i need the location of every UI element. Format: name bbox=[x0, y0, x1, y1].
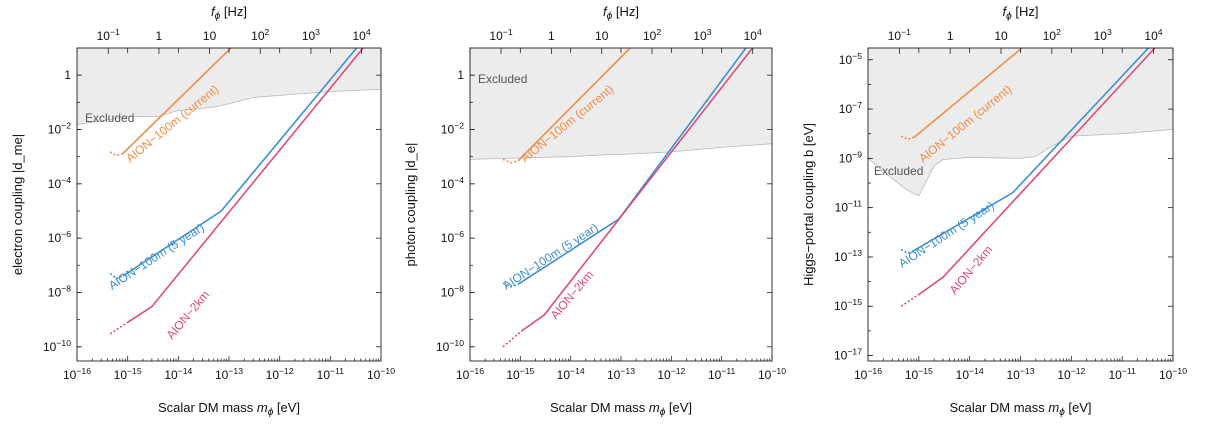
series-line-dotted bbox=[110, 152, 123, 156]
x-tick-label: 10−15 bbox=[114, 366, 142, 382]
y-axis-label: photon coupling |d_e| bbox=[403, 143, 418, 267]
y-tick-label: 10−9 bbox=[839, 149, 862, 165]
series-line-dotted bbox=[901, 295, 919, 307]
y-tick-label: 10−5 bbox=[839, 51, 862, 67]
y-tick-label: 1 bbox=[64, 68, 71, 82]
excluded-label: Excluded bbox=[874, 164, 923, 178]
top-tick-label: 1 bbox=[947, 29, 954, 43]
top-tick-label: 10−1 bbox=[489, 27, 512, 43]
y-tick-label: 10−11 bbox=[835, 199, 863, 215]
top-tick-label: 102 bbox=[643, 27, 661, 43]
x-tick-label: 10−11 bbox=[317, 366, 345, 382]
x-tick-label: 10−11 bbox=[1108, 366, 1136, 382]
x-tick-label: 10−15 bbox=[905, 366, 933, 382]
top-tick-label: 103 bbox=[1094, 27, 1112, 43]
top-tick-label: 10−1 bbox=[97, 27, 120, 43]
x-tick-label: 10−13 bbox=[215, 366, 243, 382]
x-tick-label: 10−10 bbox=[1159, 366, 1187, 382]
top-axis-label: fϕ [Hz] bbox=[603, 4, 639, 22]
top-tick-label: 102 bbox=[251, 27, 269, 43]
series-label: AION−2km bbox=[548, 268, 597, 322]
series-label: AION−2km bbox=[164, 288, 213, 342]
y-tick-label: 10−10 bbox=[43, 338, 71, 354]
x-axis-label: Scalar DM mass mϕ [eV] bbox=[550, 400, 692, 418]
excluded-label: Excluded bbox=[85, 111, 134, 125]
y-tick-label: 10−2 bbox=[48, 120, 71, 136]
x-tick-label: 10−12 bbox=[1057, 366, 1085, 382]
top-tick-label: 104 bbox=[352, 27, 370, 43]
top-tick-label: 104 bbox=[744, 27, 762, 43]
y-tick-label: 10−10 bbox=[436, 338, 464, 354]
x-axis-label: Scalar DM mass mϕ [eV] bbox=[949, 400, 1091, 418]
x-tick-label: 10−11 bbox=[708, 366, 736, 382]
y-tick-label: 10−8 bbox=[48, 283, 71, 299]
series-label: AION−2km bbox=[947, 243, 996, 297]
top-tick-label: 10 bbox=[994, 29, 1008, 43]
top-tick-label: 10 bbox=[595, 29, 609, 43]
x-tick-label: 10−13 bbox=[1007, 366, 1035, 382]
y-tick-label: 10−17 bbox=[834, 347, 862, 363]
x-tick-label: 10−15 bbox=[506, 366, 534, 382]
top-tick-label: 102 bbox=[1043, 27, 1061, 43]
top-tick-label: 1 bbox=[548, 29, 555, 43]
x-tick-label: 10−12 bbox=[657, 366, 685, 382]
x-tick-label: 10−14 bbox=[164, 366, 192, 382]
y-axis-label: Higgs−portal coupling b [eV] bbox=[801, 123, 816, 286]
y-tick-label: 10−6 bbox=[441, 229, 464, 245]
y-tick-label: 10−7 bbox=[839, 100, 862, 116]
top-tick-label: 103 bbox=[302, 27, 320, 43]
top-axis-label: fϕ [Hz] bbox=[211, 4, 247, 22]
y-tick-label: 10−15 bbox=[834, 297, 862, 313]
x-tick-label: 10−16 bbox=[63, 366, 91, 382]
y-tick-label: 10−4 bbox=[48, 175, 71, 191]
x-tick-label: 10−14 bbox=[956, 366, 984, 382]
x-tick-label: 10−16 bbox=[854, 366, 882, 382]
y-tick-label: 10−8 bbox=[441, 283, 464, 299]
y-axis-label: electron coupling |d_me| bbox=[10, 134, 25, 275]
y-tick-label: 10−13 bbox=[834, 248, 862, 264]
top-axis-label: fϕ [Hz] bbox=[1003, 4, 1039, 22]
y-tick-label: 10−2 bbox=[441, 120, 464, 136]
y-tick-label: 10−4 bbox=[441, 175, 464, 191]
x-tick-label: 10−10 bbox=[367, 366, 395, 382]
y-tick-label: 10−6 bbox=[48, 229, 71, 245]
chart-panel-1: ExcludedAION−100m (current)AION−100m (5 … bbox=[10, 4, 395, 418]
series-line-dotted bbox=[503, 159, 518, 162]
x-tick-label: 10−13 bbox=[607, 366, 635, 382]
x-tick-label: 10−12 bbox=[266, 366, 294, 382]
top-tick-label: 103 bbox=[693, 27, 711, 43]
x-tick-label: 10−16 bbox=[456, 366, 484, 382]
series-line-dotted bbox=[110, 322, 128, 334]
excluded-label: Excluded bbox=[478, 72, 527, 86]
top-tick-label: 10 bbox=[203, 29, 217, 43]
top-tick-label: 10−1 bbox=[888, 27, 911, 43]
top-tick-label: 1 bbox=[156, 29, 163, 43]
x-axis-label: Scalar DM mass mϕ [eV] bbox=[158, 400, 300, 418]
excluded-region bbox=[470, 48, 772, 159]
series-label: AION−100m (5 year) bbox=[106, 220, 207, 292]
x-tick-label: 10−14 bbox=[557, 366, 585, 382]
top-tick-label: 104 bbox=[1144, 27, 1162, 43]
series-line-dotted bbox=[503, 330, 523, 346]
x-tick-label: 10−10 bbox=[758, 366, 786, 382]
y-tick-label: 1 bbox=[457, 68, 464, 82]
